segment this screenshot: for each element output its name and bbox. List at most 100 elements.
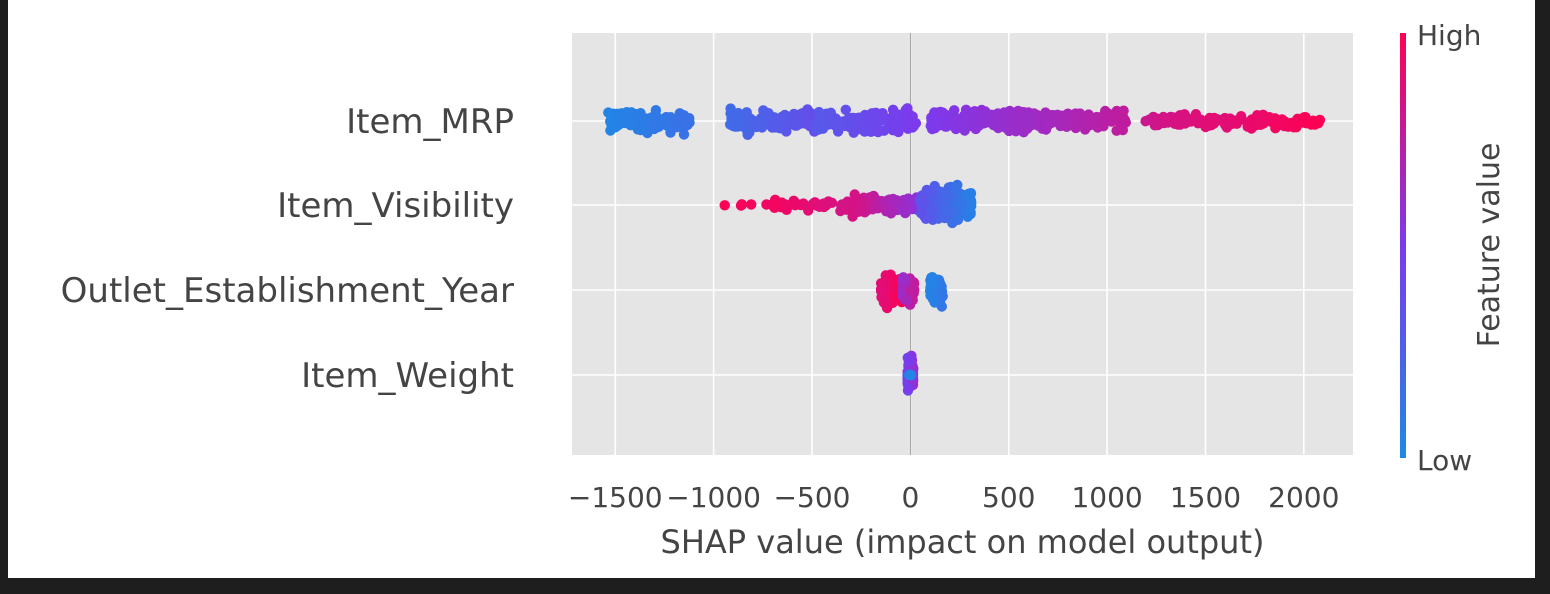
point-1271: [877, 291, 888, 302]
point-247: [731, 119, 742, 131]
point-1131: [962, 211, 973, 222]
point-393: [856, 123, 867, 134]
x-axis-label: SHAP value (impact on model output): [661, 523, 1265, 561]
point-1144: [965, 188, 977, 199]
point-870: [836, 199, 848, 210]
point-679: [1107, 113, 1119, 124]
point-868: [770, 201, 781, 212]
point-78: [684, 113, 695, 124]
point-240: [729, 111, 741, 123]
point-746: [1203, 117, 1215, 128]
point-951: [872, 203, 884, 214]
point-552: [970, 123, 981, 135]
x-tick-label-4: 500: [982, 481, 1035, 514]
point-248: [751, 121, 762, 133]
point-553: [926, 115, 937, 126]
point-371: [872, 126, 884, 138]
point-971: [891, 195, 902, 206]
point-365: [902, 103, 913, 114]
point-970: [853, 206, 864, 217]
point-1267: [877, 282, 888, 293]
point-234: [781, 126, 792, 137]
point-1451: [926, 279, 938, 291]
point-238: [779, 113, 790, 125]
point-688: [1117, 124, 1129, 136]
feature-label-2: Outlet_Establishment_Year: [61, 271, 514, 311]
x-tick-label-2: −500: [774, 481, 851, 514]
point-237: [770, 114, 781, 126]
point-1051: [947, 217, 958, 229]
point-399: [888, 120, 899, 131]
point-554: [936, 109, 948, 121]
x-tick-label-3: 0: [901, 481, 919, 514]
point-375: [889, 108, 900, 119]
point-1149: [942, 193, 953, 204]
point-394: [877, 112, 888, 123]
point-395: [897, 121, 908, 132]
point-826: [735, 200, 747, 211]
point-1151: [924, 186, 936, 197]
point-1145: [915, 208, 927, 219]
point-556: [1010, 126, 1022, 137]
point-1359: [901, 294, 912, 305]
point-800: [1306, 119, 1317, 130]
point-871: [790, 197, 801, 209]
point-959: [900, 207, 911, 219]
point-568: [945, 120, 956, 131]
x-tick-label-6: 1500: [1170, 481, 1241, 514]
point-392: [813, 116, 825, 128]
colorbar-title: Feature value: [1472, 143, 1507, 348]
point-818: [1246, 114, 1258, 125]
point-866: [814, 201, 825, 212]
x-tick-label-0: −1500: [568, 481, 663, 514]
chart-figure: Item_MRP Item_Visibility Outlet_Establishm…: [8, 0, 1535, 578]
colorbar: [1400, 33, 1406, 458]
point-689: [1042, 120, 1054, 131]
point-1146: [926, 204, 937, 215]
point-815: [1276, 117, 1287, 128]
point-512: [976, 104, 987, 116]
point-1147: [939, 212, 950, 224]
feature-label-0: Item_MRP: [346, 102, 514, 142]
point-686: [1051, 115, 1062, 126]
feature-labels: Item_MRP Item_Visibility Outlet_Establishm…: [61, 102, 514, 396]
feature-label-1: Item_Visibility: [277, 186, 514, 226]
point-664: [1060, 117, 1072, 128]
point-1575: [904, 369, 916, 380]
point-567: [1004, 105, 1015, 117]
point-118: [649, 115, 660, 127]
x-tick-labels: −1500 −1000 −500 0 500 1000 1500 2000: [568, 481, 1340, 514]
point-239: [759, 117, 770, 128]
point-532: [1008, 117, 1019, 128]
point-249: [791, 120, 802, 131]
x-tick-label-7: 2000: [1268, 481, 1339, 514]
point-677: [1092, 122, 1103, 133]
point-558: [988, 120, 999, 131]
point-684: [1119, 114, 1131, 126]
point-808: [1230, 116, 1242, 127]
point-711: [1140, 116, 1151, 127]
point-342: [813, 106, 825, 118]
point-738: [1190, 115, 1201, 127]
point-824: [719, 200, 730, 211]
point-749: [1174, 110, 1186, 121]
point-101: [674, 115, 685, 127]
plot-area: [572, 33, 1353, 455]
point-683: [1099, 115, 1111, 127]
point-84: [678, 129, 690, 140]
point-969: [848, 196, 859, 207]
point-1450: [929, 294, 940, 305]
point-1358: [905, 285, 917, 297]
point-302: [840, 104, 851, 116]
colorbar-low-label: Low: [1417, 444, 1472, 477]
point-83: [603, 107, 614, 118]
x-tick-label-1: −1000: [666, 481, 761, 514]
shap-summary-plot: Item_MRP Item_Visibility Outlet_Establishm…: [61, 19, 1507, 561]
feature-label-3: Item_Weight: [301, 356, 514, 396]
point-675: [1085, 115, 1096, 126]
point-109: [616, 115, 628, 126]
point-398: [811, 124, 823, 135]
point-1361: [898, 272, 909, 283]
point-543: [949, 105, 960, 116]
data-points: [603, 103, 1326, 396]
